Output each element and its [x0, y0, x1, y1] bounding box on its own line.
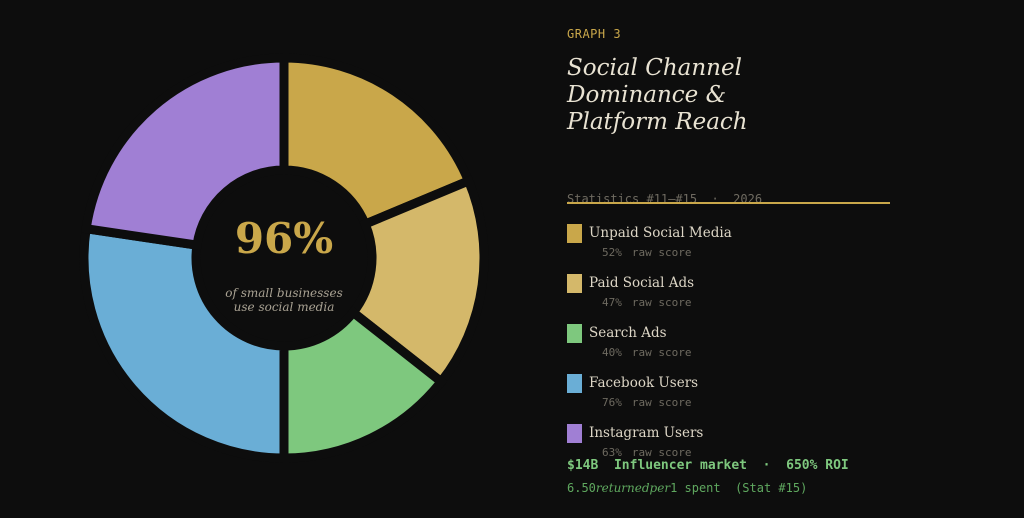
legend-value: 76% raw score: [602, 396, 691, 409]
value-suffix: raw score: [631, 246, 692, 259]
legend-value: 52% raw score: [602, 246, 691, 259]
legend-swatch: [567, 374, 582, 393]
legend-label: Unpaid Social Media: [589, 225, 732, 241]
legend-value: 63% raw score: [602, 446, 691, 459]
donut: [79, 53, 489, 463]
legend-value: 47% raw score: [602, 296, 691, 309]
note-part: returnedper: [595, 481, 671, 495]
value-suffix: raw score: [631, 396, 692, 409]
value-label: 52%: [602, 246, 622, 259]
legend-swatch: [567, 224, 582, 243]
eyebrow: GRAPH 3: [567, 27, 622, 41]
legend-swatch: [567, 324, 582, 343]
value-label: 40%: [602, 346, 622, 359]
segment: [279, 53, 475, 230]
chart-title: Social Channel Dominance & Platform Reac…: [567, 55, 748, 135]
segment: [279, 306, 448, 463]
value-suffix: raw score: [631, 446, 692, 459]
value-label: 63%: [602, 446, 622, 459]
center-value: 96%: [235, 214, 333, 263]
value-label: 76%: [602, 396, 622, 409]
legend-label: Search Ads: [589, 325, 667, 341]
legend-label: Instagram Users: [589, 425, 704, 441]
chart: 96% of small businesses use social media: [79, 53, 489, 463]
legend-swatch: [567, 424, 582, 443]
value-label: 47%: [602, 296, 622, 309]
value-suffix: raw score: [631, 296, 692, 309]
center-caption-box: of small businesses use social media: [225, 286, 343, 314]
segment: [81, 53, 289, 251]
segment: [346, 175, 489, 389]
segment: [79, 223, 289, 463]
note-part: 6.50: [567, 481, 596, 495]
footer-note: 6.50returnedper1 spent (Stat #15): [567, 481, 807, 495]
rule: [567, 202, 890, 204]
legend-label: Facebook Users: [589, 375, 699, 391]
legend-value: 40% raw score: [602, 346, 691, 359]
value-suffix: raw score: [631, 346, 692, 359]
center-caption: of small businesses use social media: [225, 286, 343, 314]
legend-swatch: [567, 274, 582, 293]
footer-headline: $14B Influencer market · 650% ROI: [567, 458, 849, 473]
legend-label: Paid Social Ads: [589, 275, 695, 291]
note-part: 1 spent (Stat #15): [670, 481, 808, 495]
